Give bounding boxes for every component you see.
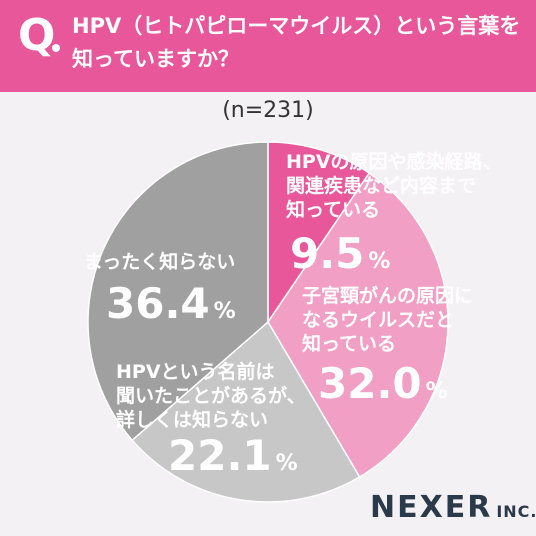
slice-1-value: 9.5% [290,229,390,278]
slice-1-label-line-1: HPVの原因や感染経路、 [286,150,502,173]
q-dot [52,44,60,52]
pie-slice-3 [131,320,361,503]
question-line-1: HPV（ヒトパピローマウイルス）という言葉を [72,14,521,38]
question-line-2: 知っていますか？ [72,47,239,71]
pie-slice-1 [267,141,371,325]
slice-3-value: 22.1% [168,431,298,480]
slice-3-label-line-3: 詳しくは知らない [116,408,268,431]
slice-4-label-line-1: まったく知らない [84,250,235,273]
slice-3-label-line-1: HPVという名前は [116,360,275,383]
logo-main: NEXER [370,490,493,525]
q-mark: Q [18,10,56,61]
question-header: Q HPV（ヒトパピローマウイルス）という言葉を 知っていますか？ [0,0,536,92]
slice-3-label-line-2: 聞いたことがあるが、 [116,384,306,407]
logo-inc: INC. [496,502,536,521]
slice-1-label-line-2: 関連疾患など内容まで [286,174,476,197]
slice-4-value: 36.4% [106,279,236,328]
pie-slice-2 [267,172,449,478]
slice-2-value: 32.0% [318,359,448,408]
slice-2-label-line-1: 子宮頸がんの原因に [302,284,473,307]
slice-2-label-line-2: なるウイルスだと [302,309,454,331]
slice-1-label-line-3: 知っている [286,198,380,221]
pie-slice-4 [87,141,269,442]
nexer-logo: NEXER INC. [370,490,536,525]
sample-size: (n=231) [222,98,314,123]
question-text: HPV（ヒトパピローマウイルス）という言葉を 知っていますか？ [72,10,532,76]
slice-2-label-line-3: 知っている [302,332,396,355]
